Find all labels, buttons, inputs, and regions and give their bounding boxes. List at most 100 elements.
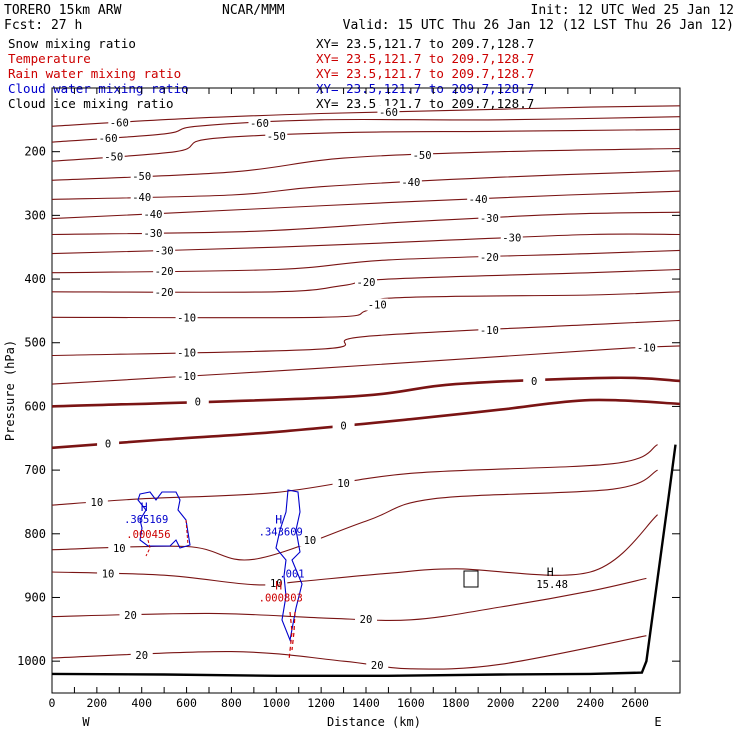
legend-xy: XY= 23.5,121.7 to 209.7,128.7: [316, 66, 534, 81]
isotherm-label-bg: [108, 116, 131, 129]
isotherm-label-bg: [332, 476, 355, 489]
isotherm-label: -40: [401, 177, 420, 189]
isotherm-label: -10: [637, 343, 656, 355]
isotherm-label: -60: [99, 133, 118, 145]
isotherm-label-bg: [119, 608, 142, 621]
y-tick-label: 400: [24, 272, 46, 286]
isotherm-label: -20: [357, 277, 376, 289]
isotherm-label-bg: [108, 542, 131, 555]
isotherm-label-bg: [248, 117, 271, 130]
isotherm-line: [51, 170, 681, 200]
isotherm-label-bg: [97, 567, 120, 580]
isotherm-label: -50: [104, 151, 123, 163]
isotherm-label-bg: [332, 419, 355, 432]
max-value: .000803: [259, 592, 303, 604]
isotherm-label-bg: [153, 244, 176, 257]
x-tick-label: 2600: [621, 696, 649, 710]
isotherm-label-bg: [523, 374, 546, 387]
isotherm-label-bg: [97, 437, 120, 450]
isotherm-label-bg: [153, 285, 176, 298]
isotherm-label-bg: [411, 148, 434, 161]
isotherm-line: [51, 128, 681, 162]
isotherm-label-bg: [355, 276, 377, 289]
isotherm-label: -20: [155, 287, 174, 299]
x-tick-label: 400: [131, 696, 152, 710]
isotherm-line: [51, 105, 681, 127]
isotherm-label: -10: [177, 371, 196, 383]
east-label: E: [654, 715, 661, 729]
x-tick-label: 1400: [352, 696, 380, 710]
isotherm-label: -60: [250, 118, 269, 130]
isotherm-line: [51, 376, 681, 408]
max-symbol: H: [275, 513, 282, 527]
isotherm-label: -30: [480, 213, 499, 225]
isotherm-label-bg: [130, 191, 153, 204]
x-tick-label: 200: [86, 696, 107, 710]
isotherm-label: -50: [267, 131, 286, 143]
cloud-water-contour: [275, 489, 303, 642]
rain-contour: [288, 611, 293, 661]
isotherm-label: -40: [143, 209, 162, 221]
isotherm-label-bg: [265, 129, 288, 142]
isotherm-label-bg: [467, 192, 490, 205]
legend: Snow mixing ratio XY= 23.5,121.7 to 209.7…: [8, 36, 534, 111]
isotherm-label: -60: [110, 117, 129, 129]
isotherm-label: 0: [195, 397, 201, 409]
isotherm-line: [51, 469, 658, 561]
isotherm-label: 10: [304, 535, 317, 547]
isotherm-label-bg: [175, 370, 198, 383]
y-tick-label: 600: [24, 399, 46, 413]
x-tick-label: 1600: [397, 696, 425, 710]
isotherm-label-bg: [366, 298, 389, 311]
isotherm-line: [51, 249, 681, 274]
isotherm-label-bg: [478, 324, 501, 336]
isotherm-label: -30: [502, 233, 521, 245]
x-tick-label: 1200: [307, 696, 335, 710]
isotherm-label-bg: [366, 658, 389, 671]
isotherm-label: -10: [368, 300, 387, 312]
isotherm-line: [51, 577, 647, 621]
forecast-hour: Fcst: 27 h: [4, 18, 82, 33]
x-tick-label: 1000: [262, 696, 290, 710]
isotherm-label-bg: [186, 395, 209, 408]
snow-contour: [463, 570, 479, 588]
y-tick-label: 900: [24, 590, 46, 604]
isotherm-label-bg: [130, 648, 153, 661]
isotherm-label: -10: [480, 325, 499, 337]
isotherm-label-bg: [377, 105, 400, 118]
terrain: [51, 444, 677, 677]
isotherm-label: -20: [480, 252, 499, 264]
isotherm-label: 10: [113, 543, 126, 555]
y-tick-label: 500: [24, 336, 46, 350]
isotherm-label-bg: [478, 211, 501, 224]
y-tick-label: 800: [24, 527, 46, 541]
isotherm-label-bg: [635, 341, 658, 354]
isotherm-label: -30: [155, 245, 174, 257]
legend-xy: XY= 23.5,121.7 to 209.7,128.7: [316, 51, 534, 66]
x-axis-title: Distance (km): [327, 715, 421, 729]
isotherm-label: -50: [132, 171, 151, 183]
isotherm-line: [51, 147, 681, 181]
isotherm-label: 0: [105, 439, 111, 451]
isotherm-label-bg: [175, 346, 198, 359]
isotherm-label-bg: [175, 311, 198, 324]
isotherm-label: -20: [155, 266, 174, 278]
x-tick-label: 0: [49, 696, 56, 710]
isotherm-line: [51, 190, 681, 220]
isotherm-label-bg: [141, 207, 164, 220]
isotherm-label: 20: [124, 610, 137, 622]
isotherm-label-bg: [500, 231, 523, 244]
legend-label: Cloud ice mixing ratio: [8, 96, 174, 111]
x-tick-label: 600: [176, 696, 197, 710]
x-tick-label: 800: [221, 696, 242, 710]
isotherm-label: 20: [360, 614, 373, 626]
isotherm-label: 0: [531, 376, 537, 388]
max-value: .000456: [126, 529, 170, 541]
isotherm-label-bg: [130, 170, 153, 183]
y-tick-label: 300: [24, 208, 46, 222]
max-symbol: H: [275, 578, 282, 592]
max-value: .343609: [259, 527, 303, 539]
isotherm-label: 10: [91, 497, 104, 509]
